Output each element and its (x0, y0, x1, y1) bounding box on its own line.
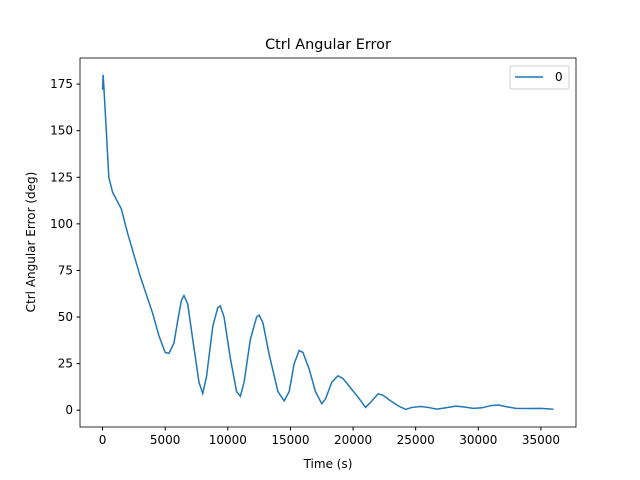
x-tick-label: 10000 (209, 433, 247, 447)
x-axis-label: Time (s) (303, 457, 353, 471)
y-tick-label: 0 (65, 403, 73, 417)
x-tick-label: 15000 (271, 433, 309, 447)
line-series (101, 74, 554, 411)
x-tick-label: 20000 (334, 433, 372, 447)
x-tick-label: 0 (99, 433, 107, 447)
y-tick-label: 150 (50, 124, 73, 138)
x-tick-label: 25000 (397, 433, 435, 447)
y-tick-label: 125 (50, 170, 73, 184)
x-tick-label: 30000 (459, 433, 497, 447)
y-tick-label: 75 (58, 263, 73, 277)
legend-label: 0 (555, 70, 563, 84)
x-tick-label: 5000 (150, 433, 181, 447)
y-axis-label: Ctrl Angular Error (deg) (24, 172, 38, 313)
y-tick-label: 50 (58, 310, 73, 324)
y-tick-label: 175 (50, 77, 73, 91)
y-tick-label: 25 (58, 357, 73, 371)
x-tick-label: 35000 (522, 433, 560, 447)
plot-frame (79, 57, 577, 428)
chart-title: Ctrl Angular Error (265, 37, 391, 53)
y-tick-label: 100 (50, 217, 73, 231)
